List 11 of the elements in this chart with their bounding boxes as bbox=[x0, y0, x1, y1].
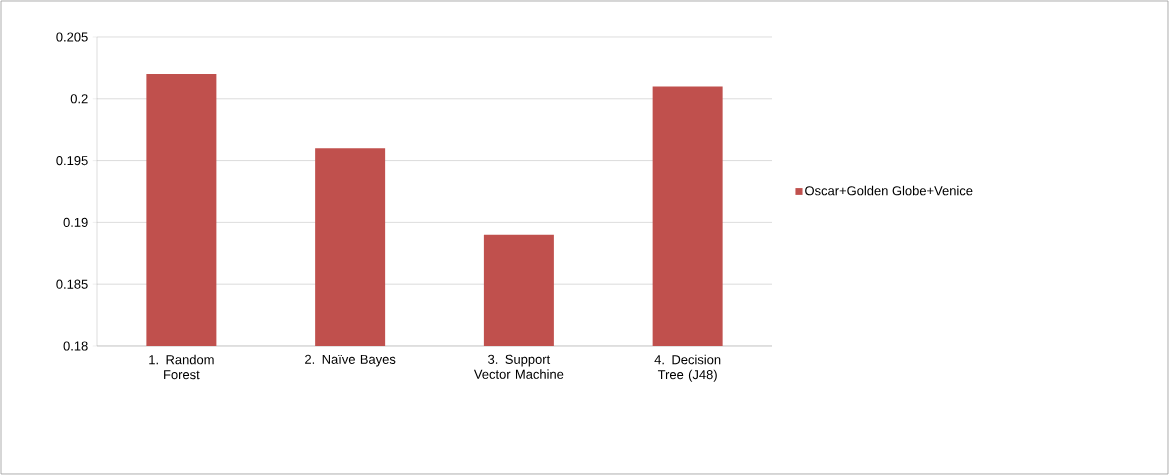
y-tick-label: 0.19 bbox=[63, 217, 88, 227]
y-tick-label: 0.185 bbox=[56, 279, 88, 289]
x-tick-label: 4. Decision Tree (J48) bbox=[654, 354, 721, 382]
y-tick-label: 0.2 bbox=[70, 94, 88, 104]
x-tick-label: 2. Naïve Bayes bbox=[305, 354, 396, 367]
x-tick-label: 1. Random Forest bbox=[149, 354, 214, 380]
y-tick-label: 0.195 bbox=[56, 156, 88, 166]
x-tick-label: 3. Support Vector Machine bbox=[473, 354, 564, 379]
legend-label: Oscar+Golden Globe+Venice bbox=[805, 185, 973, 196]
y-tick-label: 0.205 bbox=[56, 32, 88, 42]
y-tick-label: 0.18 bbox=[63, 341, 88, 351]
